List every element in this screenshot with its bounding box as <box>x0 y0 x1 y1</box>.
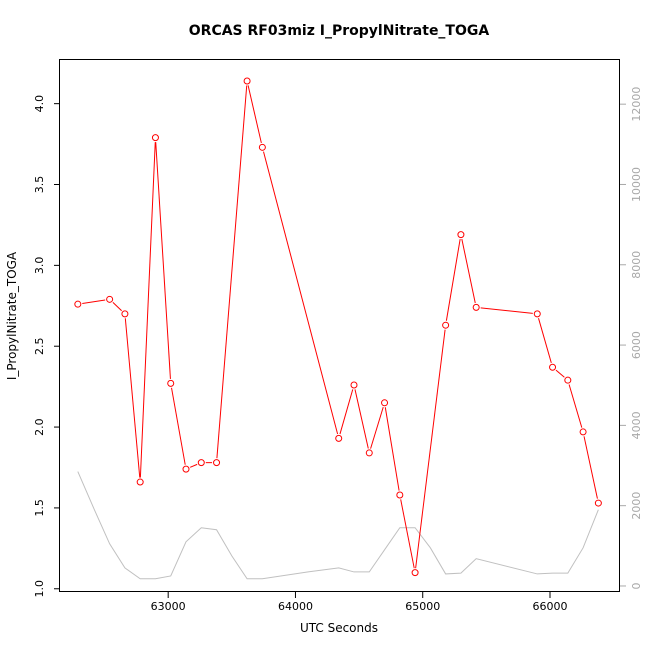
data-point <box>182 465 190 473</box>
data-point <box>457 231 465 239</box>
series-segment <box>354 389 369 449</box>
data-point <box>533 310 541 318</box>
x-axis: 63000 64000 65000 66000 <box>151 592 568 613</box>
y2-tick-label: 0 <box>630 582 643 589</box>
data-point <box>365 449 373 457</box>
series-segment <box>370 406 384 449</box>
plot-frame <box>59 59 620 592</box>
series-segment <box>400 499 415 569</box>
x-axis-label: UTC Seconds <box>300 621 378 635</box>
y2-tick-label: 12000 <box>630 87 643 122</box>
series-segment <box>415 329 446 569</box>
y-axis-label: I_PropylNitrate_TOGA <box>5 251 19 380</box>
series-segment <box>445 238 461 321</box>
series-segment <box>339 389 354 435</box>
y2-tick-label: 10000 <box>630 167 643 202</box>
series-segment <box>139 142 156 478</box>
series-segment <box>461 238 476 304</box>
series-segment <box>480 307 533 314</box>
data-point <box>396 491 404 499</box>
x-tick-label: 65000 <box>405 600 440 613</box>
series-line <box>77 471 599 580</box>
data-point <box>151 134 159 142</box>
data-point <box>335 434 343 442</box>
series-segment <box>216 85 248 459</box>
data-point <box>213 459 221 467</box>
y-tick-label: 2.0 <box>33 418 46 436</box>
data-point <box>136 478 144 486</box>
series-segment <box>263 151 339 435</box>
y-tick-label: 2.5 <box>33 337 46 355</box>
data-point <box>350 381 358 389</box>
series-segment <box>155 142 171 379</box>
y-axis-left: 1.0 1.5 2.0 2.5 3.0 3.5 4.0 <box>33 95 60 598</box>
y2-tick-label: 2000 <box>630 492 643 520</box>
y2-tick-label: 4000 <box>630 411 643 439</box>
x-tick-label: 66000 <box>533 600 568 613</box>
series-segment <box>555 369 565 378</box>
data-point <box>258 143 266 151</box>
chart-title: ORCAS RF03miz I_PropylNitrate_TOGA <box>189 23 490 39</box>
series-segment <box>189 463 198 468</box>
series-segment <box>568 384 583 428</box>
data-point <box>121 310 129 318</box>
data-point <box>197 459 205 467</box>
data-point <box>549 363 557 371</box>
y-tick-label: 3.5 <box>33 176 46 194</box>
data-point <box>564 376 572 384</box>
data-point <box>472 303 480 311</box>
series-segment <box>82 299 106 304</box>
y-axis-right: 0 2000 4000 6000 8000 10000 12000 <box>620 87 643 589</box>
x-tick-label: 64000 <box>278 600 313 613</box>
series-layer <box>74 77 602 580</box>
y-tick-label: 3.0 <box>33 257 46 275</box>
series-segment <box>124 318 141 478</box>
y2-tick-label: 6000 <box>630 331 643 359</box>
y2-tick-label: 8000 <box>630 251 643 279</box>
series-segment <box>384 407 400 491</box>
y-tick-label: 4.0 <box>33 95 46 113</box>
data-point <box>106 295 114 303</box>
data-point <box>167 379 175 387</box>
data-point <box>243 77 251 85</box>
data-point <box>594 499 602 507</box>
y-tick-label: 1.0 <box>33 580 46 598</box>
series-segment <box>538 318 552 364</box>
data-point <box>381 399 389 407</box>
data-point <box>442 321 450 329</box>
data-point <box>579 428 587 436</box>
series-segment <box>583 436 598 499</box>
x-tick-label: 63000 <box>151 600 186 613</box>
data-point <box>411 569 419 577</box>
y-tick-label: 1.5 <box>33 499 46 517</box>
series-segment <box>112 302 122 312</box>
series-segment <box>247 85 262 144</box>
series-segment <box>171 387 186 465</box>
data-point <box>74 300 82 308</box>
